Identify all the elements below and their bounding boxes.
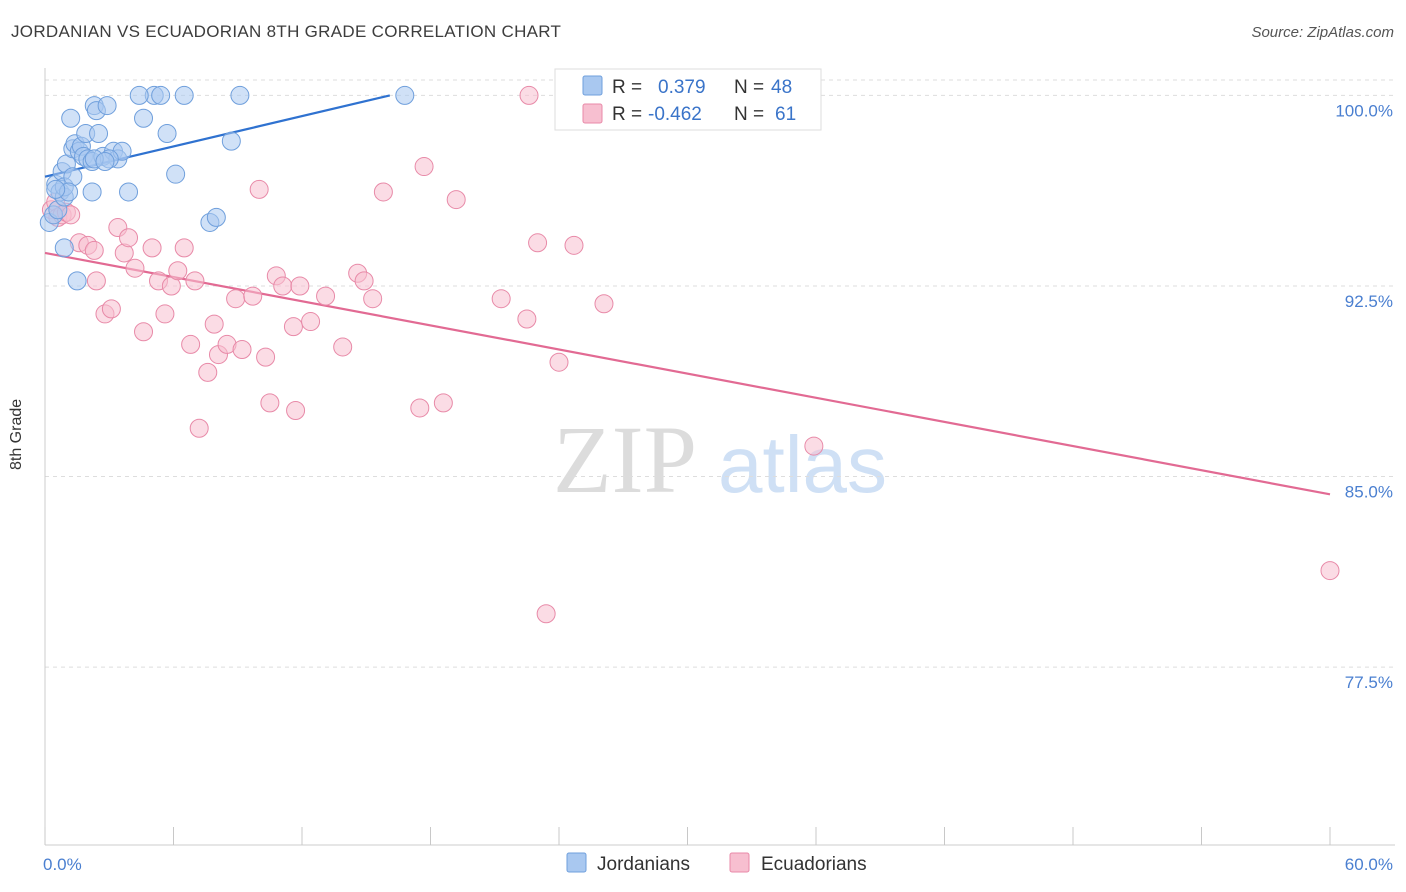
data-points [39, 85, 1340, 624]
ecuadorian-point [86, 271, 106, 291]
jordanian-point [89, 124, 109, 144]
ecuadorian-point [189, 418, 209, 438]
stats-legend: R = 0.379 N = 48 R = -0.462 N = 61 [554, 68, 822, 131]
ecuadorian-point [185, 271, 205, 291]
series-legend: Jordanians Ecuadorians [566, 852, 867, 875]
jordanian-point [134, 108, 154, 128]
x-tick-label-max: 60.0% [1345, 855, 1393, 874]
axes [44, 68, 1395, 846]
source-label: Source: ZipAtlas.com [1251, 24, 1394, 41]
jordanian-point [46, 179, 66, 199]
ecuadorian-point [549, 352, 569, 372]
jordanian-point [174, 85, 194, 105]
legend-r-label-jordanians: R = [612, 77, 642, 98]
gridlines [45, 79, 1395, 668]
watermark-atlas: atlas [718, 420, 887, 509]
y-tick-label: 100.0% [1335, 101, 1393, 120]
ecuadorian-point [410, 398, 430, 418]
ecuadorian-point [536, 604, 556, 624]
ecuadorian-point [226, 289, 246, 309]
jordanian-point [97, 96, 117, 116]
jordanian-point [395, 85, 415, 105]
ecuadorian-point [1320, 561, 1340, 581]
y-tick-labels: 100.0% 92.5% 85.0% 77.5% [1335, 101, 1393, 692]
ecuadorian-point [204, 314, 224, 334]
ecuadorian-point [232, 340, 252, 360]
ecuadorian-point [273, 276, 293, 296]
jordanian-point [82, 182, 102, 202]
ecuadorian-point [446, 190, 466, 210]
ecuadorian-point [181, 334, 201, 354]
ecuadorian-point [414, 157, 434, 177]
ecuadorian-point [125, 258, 145, 278]
legend-swatch-jordanians [582, 75, 603, 96]
y-tick-label: 85.0% [1345, 483, 1393, 502]
jordanian-point [206, 207, 226, 227]
y-tick-label: 77.5% [1345, 673, 1393, 692]
watermark-zip: ZIP [553, 406, 697, 513]
ecuadorian-point [155, 304, 175, 324]
jordanian-point [151, 85, 171, 105]
legend-n-value-ecuadorians: 61 [775, 104, 796, 125]
legend-r-value-ecuadorians: -0.462 [648, 104, 702, 125]
ecuadorian-point [333, 337, 353, 357]
ecuadorian-point [168, 261, 188, 281]
x-tick-label-min: 0.0% [43, 855, 82, 874]
ecuadorian-point [433, 393, 453, 413]
ecuadorian-point [260, 393, 280, 413]
ecuadorian-point [491, 289, 511, 309]
ecuadorian-point [101, 299, 121, 319]
ecuadorian-point [286, 400, 306, 420]
ecuadorian-point [142, 238, 162, 258]
legend-r-label-ecuadorians: R = [612, 104, 642, 125]
jordanian-point [166, 164, 186, 184]
legend-n-value-jordanians: 48 [771, 77, 792, 98]
ecuadorian-point [84, 240, 104, 260]
jordanian-point [119, 182, 139, 202]
ecuadorian-point [373, 182, 393, 202]
ecuadorian-point [174, 238, 194, 258]
chart-title: JORDANIAN VS ECUADORIAN 8TH GRADE CORREL… [11, 22, 562, 41]
series-legend-swatch-jordanians [566, 852, 587, 873]
ecuadorian-point [243, 286, 263, 306]
ecuadorian-point [363, 289, 383, 309]
legend-n-label-jordanians: N = [734, 77, 764, 98]
legend-swatch-ecuadorians [582, 103, 603, 124]
ecuadorian-point [256, 347, 276, 367]
ecuadorian-point [134, 322, 154, 342]
jordanian-point [157, 124, 177, 144]
ecuadorian-point [528, 233, 548, 253]
legend-n-label-ecuadorians: N = [734, 104, 764, 125]
ecuadorian-point [301, 312, 321, 332]
jordanian-point [230, 85, 250, 105]
ecuadorian-point [119, 228, 139, 248]
ecuadorian-point [564, 235, 584, 255]
jordanian-point [61, 108, 81, 128]
jordanian-point [67, 271, 87, 291]
ecuadorian-point [517, 309, 537, 329]
ecuadorian-point [594, 294, 614, 314]
ecuadorian-point [249, 179, 269, 199]
ecuadorian-point [290, 276, 310, 296]
ecuadorian-point [519, 85, 539, 105]
ecuadorian-point [283, 317, 303, 337]
series-legend-swatch-ecuadorians [729, 852, 750, 873]
jordanian-point [221, 131, 241, 151]
ecuadorian-point [804, 436, 824, 456]
jordanian-point [129, 85, 149, 105]
ecuadorian-point [354, 271, 374, 291]
series-legend-label-ecuadorians: Ecuadorians [761, 854, 867, 875]
legend-r-value-jordanians: 0.379 [658, 77, 706, 98]
y-tick-label: 92.5% [1345, 292, 1393, 311]
jordanian-point [54, 238, 74, 258]
ecuadorian-point [316, 286, 336, 306]
ecuadorian-point [198, 362, 218, 382]
series-legend-label-jordanians: Jordanians [597, 854, 690, 875]
jordanian-point [95, 151, 115, 171]
